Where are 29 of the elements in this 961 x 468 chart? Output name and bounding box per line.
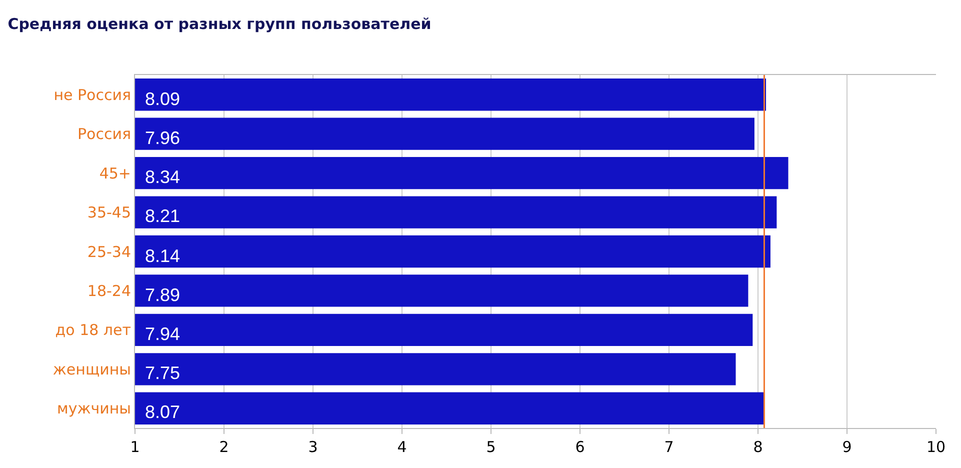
y-tick-label: не Россия xyxy=(54,86,131,104)
x-tick-label: 1 xyxy=(130,438,140,456)
x-tick-label: 7 xyxy=(664,438,674,456)
y-tick-label: 18-24 xyxy=(87,282,131,300)
y-tick-label: до 18 лет xyxy=(55,321,132,340)
x-tick-label: 9 xyxy=(842,438,852,456)
data-label: 7.89 xyxy=(145,285,180,305)
data-label: 8.34 xyxy=(145,167,180,187)
y-tick-label: 35-45 xyxy=(87,204,131,222)
data-label: 7.94 xyxy=(145,324,180,344)
data-label: 8.14 xyxy=(145,246,180,266)
data-label: 8.21 xyxy=(145,206,180,226)
y-tick-label: 45+ xyxy=(99,164,131,182)
x-tick-label: 2 xyxy=(219,438,229,456)
x-tick-label: 4 xyxy=(397,438,407,456)
data-label: 8.09 xyxy=(145,89,180,109)
x-tick-label: 8 xyxy=(753,438,763,456)
y-tick-label: женщины xyxy=(52,360,131,378)
y-tick-label: 25-34 xyxy=(87,242,131,261)
x-tick-label: 6 xyxy=(575,438,585,456)
x-tick-label: 3 xyxy=(308,438,318,456)
chart-title: Средняя оценка от разных групп пользователей xyxy=(8,15,432,34)
x-tick-label: 10 xyxy=(926,438,946,456)
x-tick-label: 5 xyxy=(486,438,496,456)
y-tick-label: мужчины xyxy=(57,400,131,418)
data-label: 8.07 xyxy=(145,402,180,422)
data-label: 7.75 xyxy=(145,363,180,383)
data-label: 7.96 xyxy=(145,128,180,148)
y-tick-label: Россия xyxy=(78,125,131,144)
